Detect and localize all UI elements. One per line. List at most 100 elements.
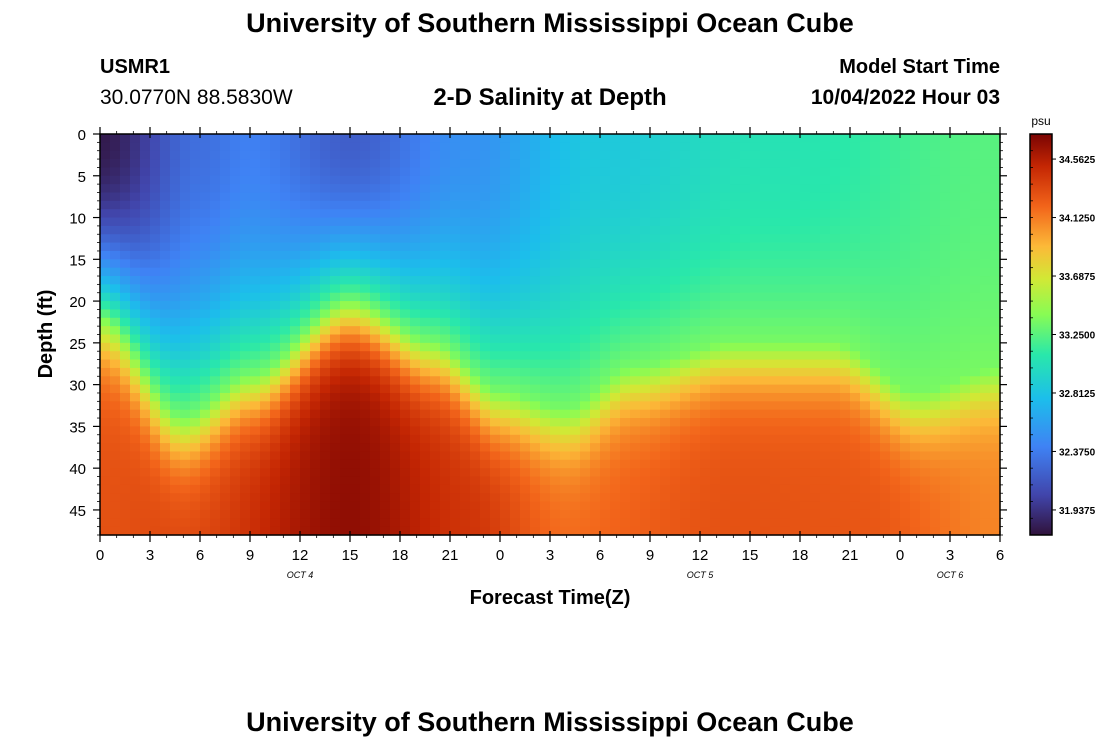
heatmap-cell: [100, 317, 111, 327]
heatmap-cell: [390, 468, 401, 478]
heatmap-cell: [290, 459, 301, 469]
heatmap-cell: [500, 342, 511, 352]
heatmap-cell: [770, 476, 781, 486]
heatmap-cell: [130, 459, 141, 469]
heatmap-cell: [390, 217, 401, 227]
heatmap-cell: [840, 509, 851, 519]
heatmap-cell: [920, 242, 931, 252]
heatmap-cell: [260, 292, 271, 302]
heatmap-cell: [770, 234, 781, 244]
heatmap-cell: [780, 459, 791, 469]
heatmap-cell: [870, 384, 881, 394]
heatmap-cell: [270, 192, 281, 202]
heatmap-cell: [800, 334, 811, 344]
heatmap-cell: [810, 493, 821, 503]
heatmap-cell: [620, 175, 631, 185]
heatmap-cell: [410, 301, 421, 311]
heatmap-cell: [180, 418, 191, 427]
heatmap-cell: [650, 526, 661, 536]
heatmap-cell: [310, 459, 321, 469]
heatmap-cell: [480, 509, 491, 519]
heatmap-cell: [510, 342, 521, 352]
heatmap-cell: [580, 418, 591, 427]
heatmap-cell: [930, 259, 941, 269]
heatmap-cell: [520, 326, 531, 336]
heatmap-cell: [730, 326, 741, 336]
heatmap-cell: [510, 476, 521, 486]
heatmap-cell: [240, 401, 251, 411]
heatmap-cell: [960, 167, 971, 177]
heatmap-cell: [450, 342, 461, 352]
heatmap-cell: [560, 526, 571, 536]
heatmap-cell: [360, 376, 371, 386]
heatmap-cell: [800, 276, 811, 285]
heatmap-cell: [280, 351, 291, 361]
heatmap-cell: [810, 184, 821, 194]
heatmap-cell: [540, 359, 551, 369]
heatmap-cell: [780, 209, 791, 219]
heatmap-cell: [710, 409, 721, 419]
heatmap-cell: [630, 301, 641, 311]
heatmap-cell: [510, 392, 521, 402]
heatmap-cell: [360, 209, 371, 219]
heatmap-cell: [510, 292, 521, 302]
heatmap-cell: [120, 509, 131, 519]
heatmap-cell: [100, 501, 111, 511]
heatmap-cell: [790, 142, 801, 152]
heatmap-cell: [620, 192, 631, 202]
heatmap-cell: [390, 451, 401, 461]
heatmap-cell: [120, 367, 131, 377]
heatmap-cell: [830, 409, 841, 419]
heatmap-cell: [270, 301, 281, 311]
heatmap-cell: [830, 234, 841, 244]
heatmap-cell: [570, 392, 581, 402]
heatmap-cell: [370, 200, 381, 210]
heatmap-cell: [380, 225, 391, 235]
heatmap-cell: [670, 334, 681, 344]
heatmap-cell: [350, 292, 361, 302]
heatmap-cell: [900, 409, 911, 419]
heatmap-cell: [600, 501, 611, 511]
heatmap-cell: [670, 367, 681, 377]
heatmap-cell: [670, 443, 681, 453]
heatmap-cell: [780, 242, 791, 252]
heatmap-cell: [110, 367, 121, 377]
heatmap-cell: [220, 526, 231, 536]
heatmap-cell: [690, 434, 701, 444]
heatmap-cell: [200, 192, 211, 202]
heatmap-cell: [590, 267, 601, 277]
heatmap-cell: [600, 476, 611, 486]
heatmap-cell: [870, 159, 881, 169]
heatmap-cell: [240, 234, 251, 244]
heatmap-cell: [900, 301, 911, 311]
heatmap-cell: [470, 476, 481, 486]
heatmap-cell: [170, 150, 181, 160]
heatmap-cell: [430, 392, 441, 402]
heatmap-cell: [380, 242, 391, 252]
heatmap-cell: [930, 367, 941, 377]
heatmap-cell: [810, 134, 821, 143]
heatmap-cell: [290, 134, 301, 143]
heatmap-cell: [660, 476, 671, 486]
heatmap-cell: [530, 184, 541, 194]
heatmap-cell: [840, 484, 851, 494]
heatmap-cell: [340, 459, 351, 469]
heatmap-cell: [910, 267, 921, 277]
heatmap-cell: [100, 234, 111, 244]
heatmap-cell: [240, 142, 251, 152]
heatmap-cell: [460, 192, 471, 202]
heatmap-cell: [830, 351, 841, 361]
heatmap-cell: [460, 476, 471, 486]
heatmap-cell: [480, 484, 491, 494]
heatmap-cell: [610, 367, 621, 377]
heatmap-cell: [860, 276, 871, 285]
heatmap-cell: [300, 276, 311, 285]
heatmap-cell: [240, 134, 251, 143]
heatmap-cell: [990, 401, 1001, 411]
heatmap-cell: [210, 468, 221, 478]
heatmap-cell: [830, 142, 841, 152]
heatmap-cell: [230, 234, 241, 244]
heatmap-cell: [630, 326, 641, 336]
heatmap-cell: [800, 384, 811, 394]
heatmap-cell: [780, 476, 791, 486]
